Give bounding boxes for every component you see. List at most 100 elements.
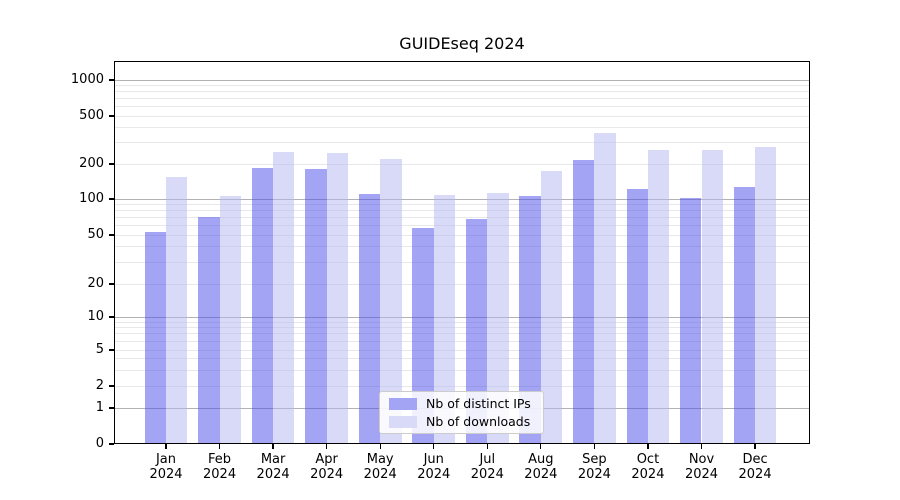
bar-downloads-may [380, 159, 402, 444]
gridline-minor [114, 358, 810, 360]
x-tick-mark [379, 444, 381, 449]
x-tick-label: Jul 2024 [470, 452, 504, 482]
bar-distinct-ips-may [358, 194, 381, 444]
x-tick-label: Oct 2024 [631, 452, 665, 482]
y-tick-mark [109, 443, 114, 445]
y-tick-label: 2 [95, 378, 104, 393]
bar-downloads-apr [326, 153, 349, 444]
bar-distinct-ips-aug [519, 196, 541, 444]
y-tick-label: 20 [87, 276, 104, 291]
x-tick-mark [540, 444, 542, 449]
legend-entry-downloads: Nb of downloads [389, 415, 543, 428]
gridline-minor [114, 283, 810, 285]
gridline-minor [114, 321, 810, 323]
x-tick-label: Nov 2024 [684, 452, 719, 482]
legend-swatch-distinct-ips [389, 397, 417, 410]
bar-distinct-ips-jun [412, 228, 434, 444]
x-tick-mark [647, 444, 649, 449]
y-tick-label: 1 [95, 400, 104, 415]
x-tick-mark [218, 444, 221, 449]
gridline-major [114, 198, 810, 200]
y-tick-label: 0 [95, 436, 104, 451]
gridline-minor [114, 84, 810, 86]
gridline-major [114, 79, 810, 81]
chart-title: GUIDEseq 2024 [399, 34, 525, 53]
y-tick-mark [109, 283, 114, 285]
bar-downloads-mar [273, 152, 295, 444]
x-tick-label: Mar 2024 [256, 452, 290, 482]
bar-downloads-sep [594, 132, 616, 444]
y-tick-mark [109, 407, 114, 409]
bar-distinct-ips-feb [198, 216, 220, 444]
y-tick-label: 50 [87, 227, 104, 242]
bar-downloads-jul [487, 192, 509, 444]
bar-downloads-dec [755, 147, 777, 444]
y-tick-mark [109, 316, 114, 318]
gridline-minor [114, 115, 810, 117]
bar-distinct-ips-jan [144, 231, 166, 444]
gridline-minor [114, 106, 810, 108]
y-tick-label: 500 [79, 108, 104, 123]
legend-label-distinct-ips: Nb of distinct IPs [426, 396, 531, 411]
gridline-minor [114, 91, 810, 93]
legend-swatch-downloads [389, 415, 417, 428]
x-tick-label: Apr 2024 [310, 452, 344, 482]
legend-entry-distinct-ips: Nb of distinct IPs [389, 397, 543, 410]
y-tick-mark [109, 234, 114, 236]
x-tick-mark [593, 444, 596, 449]
gridline-minor [114, 217, 810, 219]
x-tick-label: Dec 2024 [738, 452, 772, 482]
x-tick-label: Jan 2024 [149, 452, 183, 482]
bar-downloads-jun [433, 195, 456, 444]
bar-downloads-feb [219, 196, 241, 444]
y-tick-mark [109, 385, 114, 387]
gridline-minor [114, 234, 810, 236]
gridline-minor [114, 349, 810, 351]
legend: Nb of distinct IPs Nb of downloads [379, 391, 544, 434]
x-tick-label: Jun 2024 [417, 452, 451, 482]
y-tick-mark [109, 79, 114, 81]
bar-distinct-ips-dec [733, 186, 756, 444]
x-tick-mark [165, 444, 167, 449]
gridline-minor [114, 203, 810, 205]
x-tick-label: Aug 2024 [524, 452, 558, 482]
x-tick-mark [700, 444, 703, 449]
gridline-minor [114, 369, 810, 371]
bar-downloads-jan [166, 176, 188, 444]
y-tick-mark [109, 115, 114, 117]
bar-downloads-nov [701, 150, 723, 444]
bar-distinct-ips-jul [465, 219, 488, 444]
y-tick-mark [109, 198, 114, 200]
gridline-minor [114, 142, 810, 144]
x-tick-mark [272, 444, 274, 449]
legend-label-downloads: Nb of downloads [426, 414, 531, 429]
gridline-minor [114, 333, 810, 335]
gridline-minor [114, 163, 810, 165]
x-tick-label: Feb 2024 [203, 452, 237, 482]
gridline-minor [114, 327, 810, 329]
y-tick-label: 200 [79, 156, 104, 171]
gridline-minor [114, 98, 810, 100]
y-tick-label: 1000 [70, 72, 104, 87]
x-tick-label: May 2024 [363, 452, 397, 482]
y-tick-label: 100 [79, 191, 104, 206]
y-tick-mark [109, 163, 114, 165]
bar-distinct-ips-mar [251, 168, 274, 444]
x-tick-mark [433, 444, 435, 449]
gridline-major [114, 316, 810, 318]
y-tick-label: 5 [95, 342, 104, 357]
x-tick-mark [754, 444, 756, 449]
plot-area [114, 61, 810, 444]
bar-downloads-oct [647, 150, 670, 444]
gridline-minor [114, 385, 810, 387]
gridline-minor [114, 127, 810, 129]
gridline-minor [114, 225, 810, 227]
bar-distinct-ips-sep [573, 159, 595, 444]
bar-distinct-ips-nov [680, 198, 702, 444]
gridline-minor [114, 246, 810, 248]
gridline-minor [114, 340, 810, 342]
gridline-minor [114, 261, 810, 263]
bar-distinct-ips-apr [305, 168, 327, 444]
gridline-minor [114, 210, 810, 212]
